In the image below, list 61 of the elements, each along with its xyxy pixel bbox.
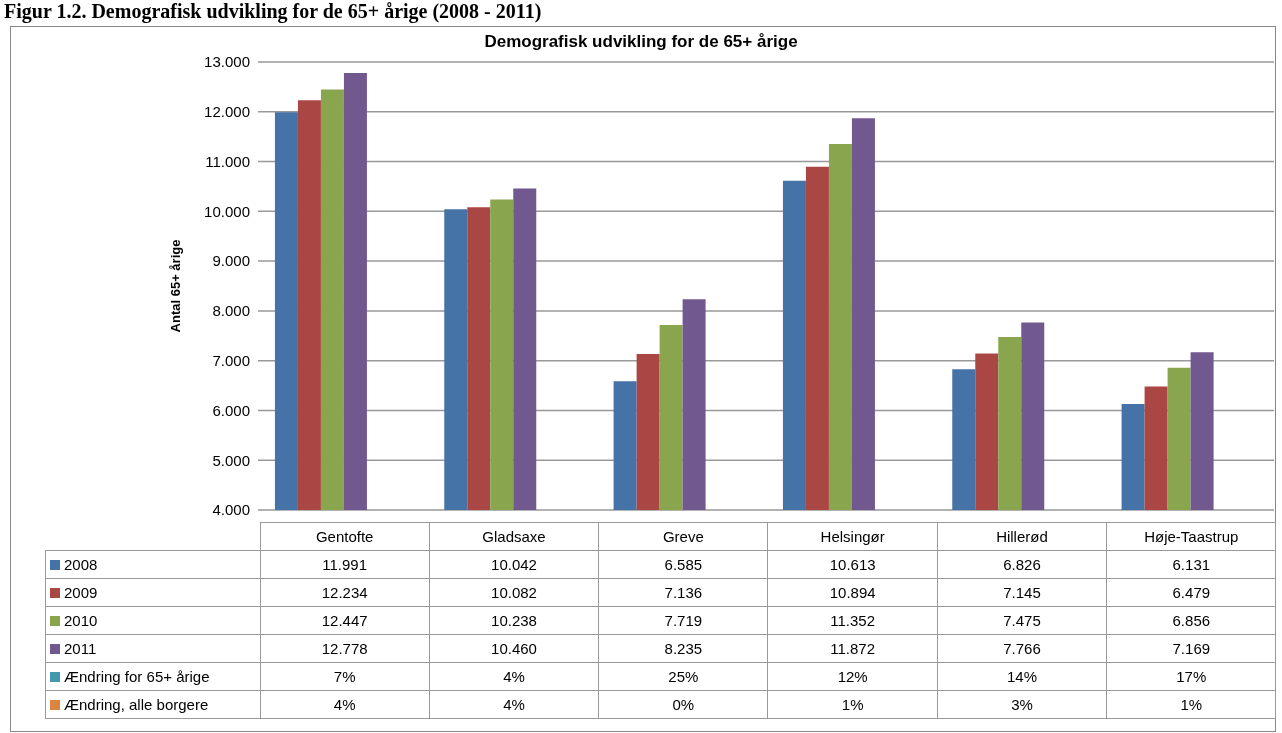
y-tick-label: 6.000 [212,401,250,419]
x-tick-label: Gentofte [260,522,430,551]
data-label: 10.042 [429,550,599,579]
y-tick-label: 11.000 [205,152,250,170]
data-label: 6.479 [1106,578,1276,607]
y-tick-label: 12.000 [204,103,250,121]
data-label: 7.719 [598,606,768,635]
text: 4% [333,696,356,713]
data-label: 7.766 [937,634,1107,663]
data-label: 11.352 [767,606,938,635]
text: 25% [668,668,699,685]
y-tick-label: 4.000 [212,501,250,519]
y-tick-label: 7.000 [212,351,250,369]
y-tick-label: 8.000 [212,302,250,320]
y-tick-label: 9.000 [212,252,250,270]
legend-label: 2009 [45,578,260,607]
text: 1% [841,696,864,713]
y-tick-label: 10.000 [204,202,250,220]
data-label: 6.856 [1106,606,1276,635]
data-label: 10.238 [429,606,599,635]
data-label: 10.613 [767,550,938,579]
y-tick-label: 5.000 [212,451,250,469]
text: 14% [1006,668,1037,685]
y-tick-label: 13.000 [204,53,250,71]
legend-label: 2011 [45,634,260,663]
text: Figur 1.2. Demografisk udvikling for de 65+ årige (2008 - 2011) [4,0,542,23]
legend-label: 2008 [45,550,260,579]
text: 12% [837,668,868,685]
legend-label: Ændring for 65+ årige [45,662,260,691]
legend-label: 2010 [45,606,260,635]
data-label: 7.136 [598,578,768,607]
x-tick-label: Helsingør [767,522,938,551]
data-label: 10.460 [429,634,599,663]
data-label: 12.234 [260,578,430,607]
x-tick-label: Høje-Taastrup [1106,522,1276,551]
text: 7% [333,668,356,685]
y-axis-title: Antal 65+ årige [167,239,183,333]
text: 3% [1011,696,1033,713]
data-label: 8.235 [598,634,768,663]
data-label: 6.826 [937,550,1107,579]
data-label: 7.475 [937,606,1107,635]
text: 0% [672,696,695,713]
text: 17% [1176,668,1207,685]
x-tick-label: Gladsaxe [429,522,599,551]
data-label: 6.131 [1106,550,1276,579]
chart-title: Demografisk udvikling for de 65+ årige [483,32,799,52]
x-tick-label: Hillerød [937,522,1107,551]
data-label: 10.082 [429,578,599,607]
data-label: 11.991 [260,550,430,579]
data-label: 6.585 [598,550,768,579]
data-label: 12.447 [260,606,430,635]
data-label: 7.145 [937,578,1107,607]
text: 4% [503,696,525,713]
text: 4% [503,668,525,685]
data-label: 12.778 [260,634,430,663]
data-label: 10.894 [767,578,938,607]
legend-label: Ændring, alle borgere [45,690,260,719]
data-label: 11.872 [767,634,938,663]
text: 1% [1180,696,1203,713]
x-tick-label: Greve [598,522,768,551]
data-label: 7.169 [1106,634,1276,663]
